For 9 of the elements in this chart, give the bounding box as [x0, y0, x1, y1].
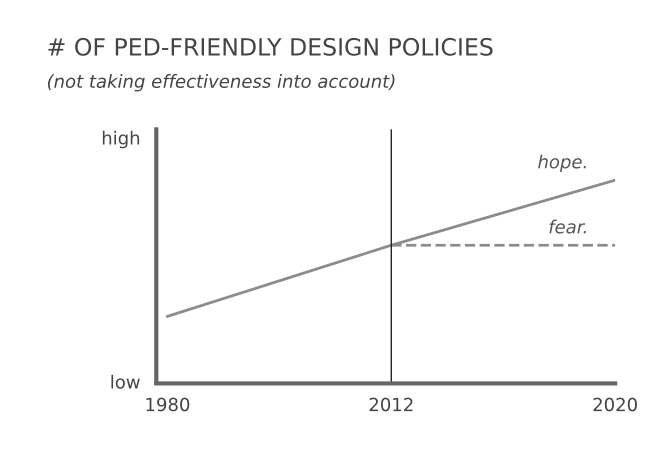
x-tick-label: 2012: [370, 398, 412, 412]
text: high: [102, 130, 140, 148]
series-label: hope.: [538, 154, 586, 172]
x-tick-label: 1980: [146, 398, 190, 412]
chart-title: # OF PED-FRIENDLY DESIGN POLICIES: [48, 38, 493, 56]
chart-subtitle: (not taking effectiveness into account): [48, 74, 394, 92]
x-tick-label: 2020: [593, 398, 637, 412]
text: low: [111, 374, 140, 389]
series-label: fear.: [549, 220, 586, 234]
